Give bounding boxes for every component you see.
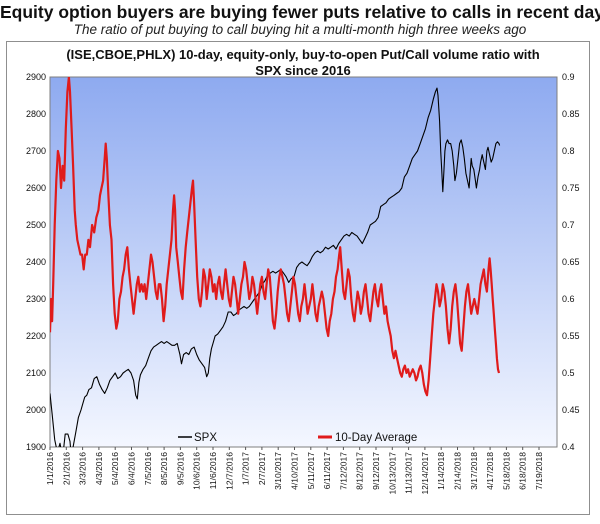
ratio-series-line [50,77,501,397]
x-tick-label: 5/18/2018 [501,452,511,490]
x-tick-label: 8/12/2017 [355,452,365,490]
x-tick-label: 12/7/2016 [224,452,234,490]
chart-title-line-1: (ISE,CBOE,PHLX) 10-day, equity-only, buy… [66,47,539,62]
x-tick-label: 1/7/2017 [241,452,251,485]
chart-title-line-2: SPX since 2016 [255,63,350,78]
left-tick-label: 2200 [26,331,46,341]
left-tick-label: 2600 [26,183,46,193]
x-tick-label: 1/1/2016 [45,452,55,485]
plot-area [49,76,558,448]
right-tick-label: 0.8 [562,146,575,156]
subheadline: The ratio of put buying to call buying h… [73,22,527,37]
x-tick-label: 4/3/2016 [94,452,104,485]
x-tick-label: 6/18/2018 [518,452,528,490]
x-axis: 1/1/2016 2/1/2016 3/3/2016 4/3/2016 5/4/2016… [45,447,544,495]
left-tick-label: 2700 [26,146,46,156]
legend-ratio-label: 10-Day Average [335,432,417,444]
legend-spx-label: SPX [194,432,217,444]
x-tick-label: 3/17/2018 [469,452,479,490]
right-tick-label: 0.85 [562,109,580,119]
x-tick-label: 10/6/2016 [192,452,202,490]
x-tick-label: 4/17/2018 [485,452,495,490]
x-tick-label: 8/5/2016 [159,452,169,485]
left-tick-label: 1900 [26,442,46,452]
left-axis: 1900 2000 2100 2200 2300 2400 2500 2600 2700 2800… [26,72,46,452]
headline: Equity option buyers are buying fewer pu… [0,2,600,22]
left-tick-label: 2900 [26,72,46,82]
x-tick-label: 4/10/2017 [290,452,300,490]
x-tick-label: 7/5/2016 [143,452,153,485]
right-tick-label: 0.4 [562,442,575,452]
x-tick-label: 3/3/2016 [78,452,88,485]
x-tick-label: 10/13/2017 [387,452,397,495]
left-tick-label: 2100 [26,368,46,378]
x-tick-label: 5/4/2016 [110,452,120,485]
x-tick-label: 11/6/2016 [208,452,218,489]
right-tick-label: 0.6 [562,294,575,304]
right-tick-label: 0.5 [562,368,575,378]
x-tick-label: 9/12/2017 [371,452,381,490]
right-tick-label: 0.65 [562,257,580,267]
x-tick-label: 7/19/2018 [534,452,544,490]
x-tick-label: 2/1/2016 [61,452,71,485]
left-tick-label: 2300 [26,294,46,304]
x-tick-label: 1/14/2018 [436,452,446,490]
spx-series-line [50,87,501,447]
x-tick-label: 11/13/2017 [404,452,414,494]
x-tick-label: 2/7/2017 [257,452,267,485]
x-tick-label: 5/11/2017 [306,452,316,489]
x-tick-label: 2/14/2018 [453,452,463,490]
right-tick-label: 0.7 [562,220,575,230]
x-tick-label: 7/12/2017 [338,452,348,490]
left-tick-label: 2400 [26,257,46,267]
x-tick-label: 12/14/2017 [420,452,430,495]
x-tick-label: 9/5/2016 [175,452,185,485]
right-tick-label: 0.45 [562,405,580,415]
right-tick-label: 0.55 [562,331,580,341]
right-axis: 0.4 0.45 0.5 0.55 0.6 0.65 0.7 0.75 0.8 0.85 0.9 [562,72,580,452]
right-tick-label: 0.75 [562,183,580,193]
left-tick-label: 2800 [26,109,46,119]
right-tick-label: 0.9 [562,72,575,82]
x-tick-label: 6/11/2017 [322,452,332,489]
legend: SPX 10-Day Average [178,432,417,444]
left-tick-label: 2000 [26,405,46,415]
x-tick-label: 3/10/2017 [273,452,283,490]
x-tick-label: 6/4/2016 [127,452,137,485]
left-tick-label: 2500 [26,220,46,230]
